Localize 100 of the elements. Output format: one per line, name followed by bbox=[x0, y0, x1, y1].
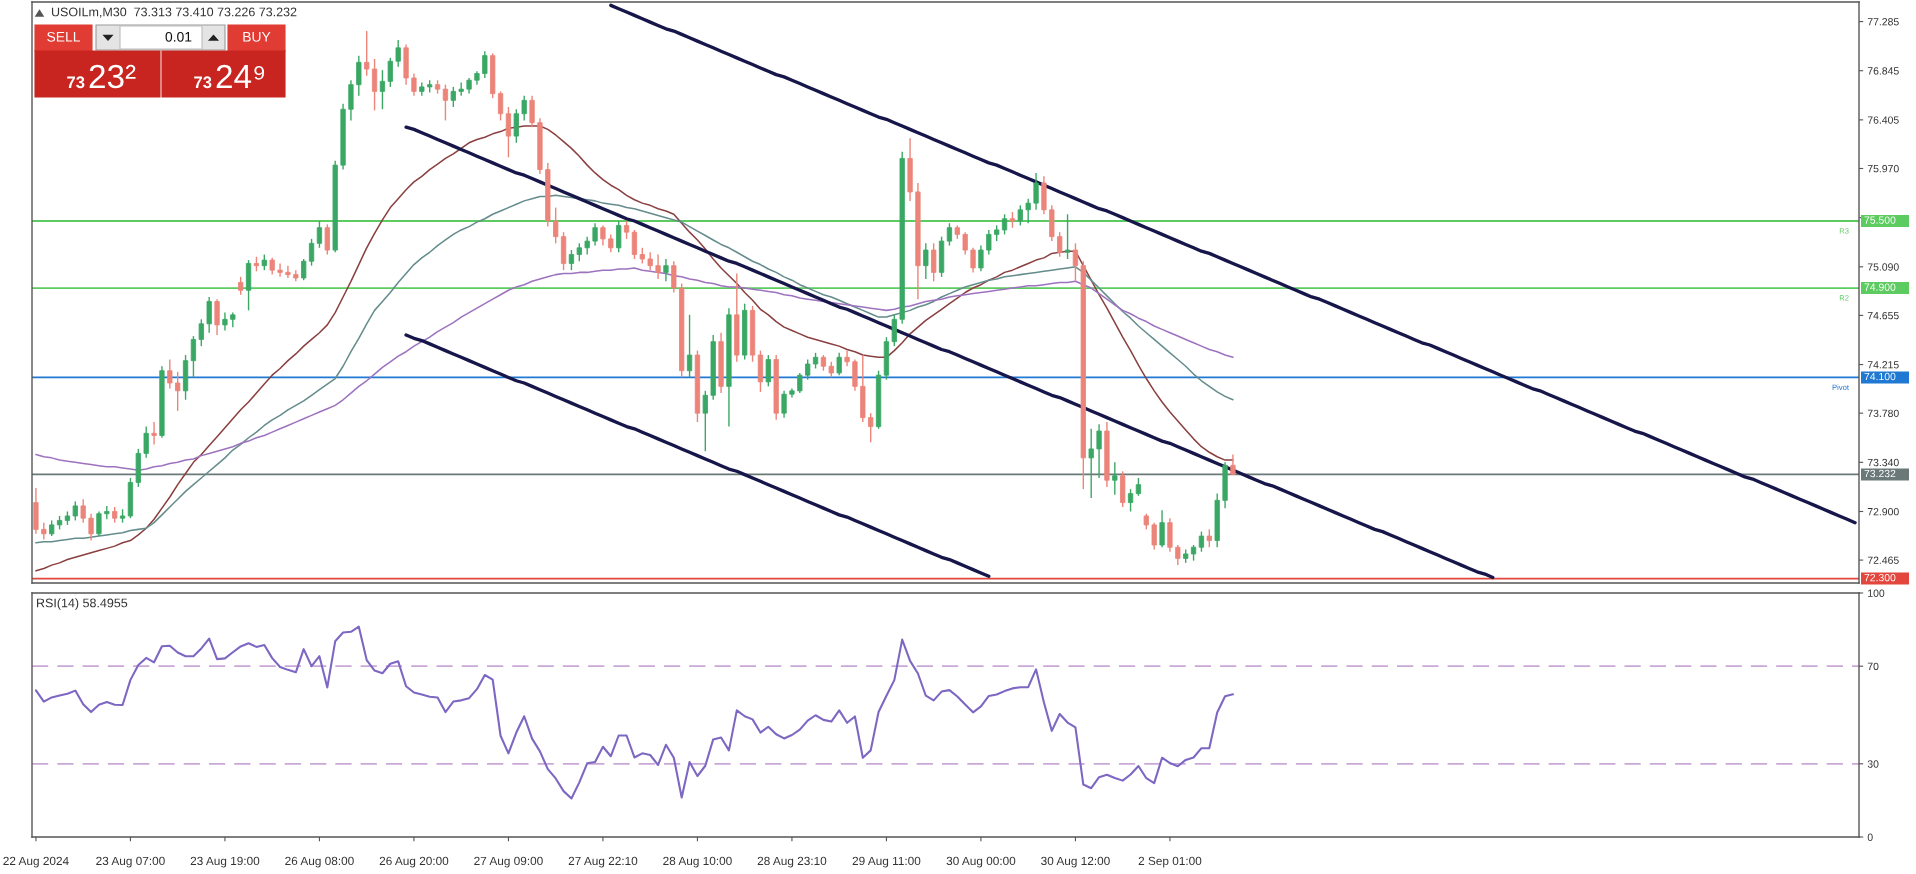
ref-line-label: 75.500 bbox=[1864, 216, 1896, 224]
line-series bbox=[35, 194, 1234, 544]
candlestick bbox=[568, 249, 575, 271]
candlestick bbox=[781, 390, 787, 419]
line-series bbox=[35, 267, 1234, 471]
candlestick bbox=[175, 371, 181, 412]
candlestick bbox=[72, 500, 78, 522]
candlestick bbox=[190, 335, 197, 379]
candlestick bbox=[986, 229, 992, 256]
y-tick-label: 0 bbox=[1867, 833, 1873, 841]
x-tick-label: 27 Aug 22:10 bbox=[568, 856, 638, 868]
candlestick bbox=[395, 39, 401, 68]
candlestick bbox=[805, 358, 811, 381]
candlestick bbox=[1127, 488, 1134, 513]
candlestick bbox=[513, 108, 519, 144]
y-tick-label: 75.090 bbox=[1867, 263, 1899, 271]
candlestick bbox=[663, 258, 669, 283]
ref-line-label: 73.232 bbox=[1864, 469, 1896, 478]
candlestick bbox=[702, 390, 708, 452]
x-tick-label: 23 Aug 07:00 bbox=[96, 856, 165, 868]
candlestick bbox=[1017, 204, 1023, 227]
candlestick bbox=[891, 314, 897, 347]
x-tick-label: 26 Aug 08:00 bbox=[285, 856, 354, 868]
candlestick bbox=[1151, 521, 1157, 551]
line-series bbox=[34, 625, 1234, 800]
ref-line-label: 72.300 bbox=[1864, 573, 1896, 582]
candlestick bbox=[80, 498, 86, 524]
x-tick-label: 29 Aug 11:00 bbox=[852, 856, 921, 868]
y-tick-label: 100 bbox=[1868, 589, 1885, 597]
candlestick bbox=[214, 298, 220, 336]
candlestick bbox=[104, 505, 110, 521]
candlestick bbox=[616, 220, 622, 253]
candlestick bbox=[285, 264, 291, 279]
candlestick bbox=[521, 95, 527, 122]
candlestick bbox=[497, 90, 504, 122]
x-tick-label: 30 Aug 00:00 bbox=[946, 856, 1016, 868]
candlestick bbox=[970, 247, 976, 274]
candlestick bbox=[442, 83, 449, 122]
candlestick bbox=[592, 222, 598, 247]
candlestick bbox=[301, 258, 307, 281]
candlestick bbox=[836, 352, 842, 376]
candlestick bbox=[923, 242, 929, 280]
x-tick-label: 23 Aug 19:00 bbox=[190, 856, 260, 868]
candlestick bbox=[553, 206, 559, 245]
candlestick bbox=[371, 58, 378, 112]
candlestick bbox=[96, 510, 102, 537]
candlestick bbox=[1159, 509, 1165, 548]
candlestick bbox=[1001, 213, 1008, 236]
candlestick bbox=[1057, 231, 1063, 258]
y-tick-label: 75.970 bbox=[1867, 164, 1899, 173]
y-tick-label: 77.285 bbox=[1867, 18, 1899, 26]
candlestick bbox=[600, 224, 606, 247]
candlestick bbox=[529, 95, 535, 128]
candlestick bbox=[655, 253, 661, 280]
x-tick-label: 28 Aug 23:10 bbox=[757, 856, 827, 868]
y-tick-label: 76.405 bbox=[1867, 116, 1899, 124]
candlestick bbox=[458, 81, 464, 97]
x-tick-label: 26 Aug 20:00 bbox=[379, 856, 449, 868]
candlestick bbox=[167, 358, 173, 390]
x-tick-label: 2 Sep 01:00 bbox=[1138, 856, 1202, 868]
candlestick bbox=[978, 244, 984, 272]
candlestick bbox=[631, 229, 638, 260]
chart-title: RSI(14) 58.4955 bbox=[37, 598, 128, 610]
candlestick bbox=[198, 318, 204, 347]
y-tick-label: 76.845 bbox=[1867, 67, 1899, 75]
candlestick bbox=[1198, 530, 1205, 553]
annotation: 0.01 bbox=[165, 31, 192, 42]
candlestick bbox=[1064, 213, 1071, 260]
candlestick bbox=[1088, 428, 1094, 499]
candlestick bbox=[356, 54, 362, 97]
y-tick-label: 73.340 bbox=[1867, 458, 1899, 467]
candlestick bbox=[324, 223, 330, 256]
candlestick bbox=[962, 231, 968, 256]
candlestick bbox=[1112, 461, 1118, 496]
line-series bbox=[404, 333, 991, 578]
candlestick bbox=[946, 222, 953, 247]
candlestick bbox=[797, 372, 803, 394]
candlestick bbox=[41, 521, 47, 541]
candlestick bbox=[765, 354, 771, 388]
candlestick bbox=[844, 349, 850, 367]
candlestick bbox=[143, 425, 149, 459]
candlestick bbox=[379, 69, 386, 110]
candlestick bbox=[308, 238, 315, 267]
candlestick bbox=[505, 106, 512, 159]
candlestick bbox=[1033, 172, 1039, 211]
candlestick bbox=[411, 72, 417, 97]
candlestick bbox=[931, 242, 937, 283]
line-series bbox=[404, 125, 1495, 580]
candlestick bbox=[387, 57, 393, 88]
x-tick-label: 22 Aug 2024 bbox=[3, 856, 69, 868]
candlestick bbox=[671, 260, 677, 294]
x-tick-label: 27 Aug 09:00 bbox=[474, 856, 543, 868]
candlestick bbox=[88, 513, 94, 542]
candlestick bbox=[868, 412, 874, 443]
x-tick-label: 30 Aug 12:00 bbox=[1041, 856, 1110, 868]
y-tick-label: 73.780 bbox=[1867, 409, 1899, 418]
chart-title: USOILm,M30 73.313 73.410 73.226 73.232 bbox=[51, 7, 297, 18]
y-tick-label: 72.900 bbox=[1867, 507, 1899, 516]
y-tick-label: 30 bbox=[1867, 760, 1879, 768]
candlestick bbox=[1072, 242, 1079, 283]
